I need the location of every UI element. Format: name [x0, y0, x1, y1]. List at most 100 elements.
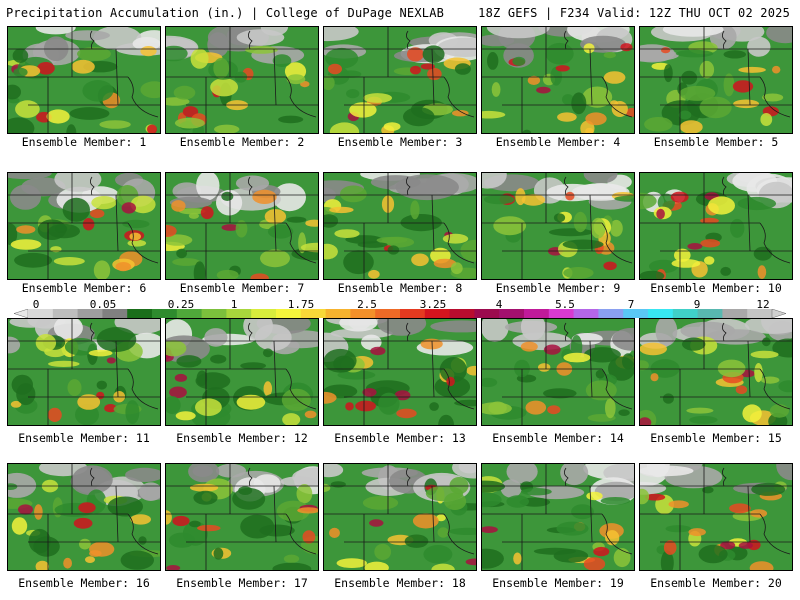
colorbar-swatch [697, 309, 723, 318]
header: Precipitation Accumulation (in.) | Colle… [0, 0, 800, 26]
colorbar-low-arrow [14, 309, 29, 318]
member-caption: Ensemble Member: 19 [492, 576, 624, 590]
colorbar-swatch [623, 309, 649, 318]
colorbar-swatch [127, 309, 153, 318]
colorbar-swatch [300, 309, 326, 318]
colorbar-swatch [28, 309, 54, 318]
member-caption: Ensemble Member: 12 [176, 431, 308, 445]
colorbar-swatch [176, 309, 202, 318]
ensemble-member-map [165, 463, 319, 571]
colorbar-swatch [548, 309, 574, 318]
member-caption: Ensemble Member: 4 [495, 135, 621, 149]
colorbar-swatch [598, 309, 624, 318]
precip-field [640, 173, 792, 279]
ensemble-member-map [165, 26, 319, 134]
colorbar-label: 7 [627, 298, 635, 311]
colorbar-label: 12 [756, 298, 770, 311]
ensemble-member-map [7, 172, 161, 280]
colorbar-label: 0 [32, 298, 40, 311]
precip-field [482, 27, 634, 133]
colorbar-swatch [52, 309, 78, 318]
precip-field [8, 464, 160, 570]
colorbar-label: 5.5 [555, 298, 575, 311]
precip-field [8, 27, 160, 133]
member-caption: Ensemble Member: 16 [18, 576, 150, 590]
colorbar-labels: 0 0.05 0.25 1 1.75 2.5 3.25 4 5.5 7 9 12 [0, 298, 800, 311]
colorbar-swatch [524, 309, 550, 318]
colorbar-label: 4 [495, 298, 503, 311]
colorbar-label: 2.5 [357, 298, 377, 311]
ensemble-member-map [7, 318, 161, 426]
member-caption: Ensemble Member: 9 [495, 281, 621, 295]
precip-field [482, 464, 634, 570]
ensemble-member-map [639, 463, 793, 571]
ensemble-member-map [481, 172, 635, 280]
precip-field [324, 319, 476, 425]
colorbar-swatch [424, 309, 450, 318]
colorbar-label: 1 [230, 298, 238, 311]
colorbar-swatch [152, 309, 178, 318]
ensemble-member-map [323, 172, 477, 280]
ensemble-member-map [7, 26, 161, 134]
member-caption: Ensemble Member: 6 [21, 281, 147, 295]
precip-field [640, 27, 792, 133]
member-caption: Ensemble Member: 17 [176, 576, 308, 590]
colorbar-swatch [201, 309, 227, 318]
colorbar-swatch [276, 309, 302, 318]
precip-field [166, 27, 318, 133]
run-valid-info: 18Z GEFS | F234 Valid: 12Z THU OCT 02 20… [478, 6, 790, 20]
ensemble-member-map [639, 318, 793, 426]
colorbar-swatch [449, 309, 475, 318]
ensemble-member-map [165, 318, 319, 426]
precip-field [324, 27, 476, 133]
colorbar-swatch [251, 309, 277, 318]
member-caption: Ensemble Member: 10 [650, 281, 782, 295]
member-caption: Ensemble Member: 20 [650, 576, 782, 590]
precip-field [482, 173, 634, 279]
colorbar-label: 1.75 [287, 298, 315, 311]
ensemble-member-map [639, 172, 793, 280]
member-caption: Ensemble Member: 11 [18, 431, 150, 445]
member-caption: Ensemble Member: 5 [653, 135, 779, 149]
precip-field [640, 319, 792, 425]
precip-field [166, 319, 318, 425]
colorbar-high-arrow [771, 309, 786, 318]
product-title: Precipitation Accumulation (in.) | Colle… [6, 6, 445, 20]
colorbar-swatch [573, 309, 599, 318]
precip-field [166, 173, 318, 279]
precip-field [8, 173, 160, 279]
member-caption: Ensemble Member: 3 [337, 135, 463, 149]
precip-field [324, 173, 476, 279]
colorbar-label: 0.05 [89, 298, 117, 311]
member-caption: Ensemble Member: 2 [179, 135, 305, 149]
colorbar-swatch [722, 309, 748, 318]
colorbar-swatch [226, 309, 252, 318]
ensemble-member-map [323, 463, 477, 571]
colorbar-swatch [325, 309, 351, 318]
ensemble-member-map [481, 463, 635, 571]
member-caption: Ensemble Member: 7 [179, 281, 305, 295]
precip-field [166, 464, 318, 570]
member-caption: Ensemble Member: 1 [21, 135, 147, 149]
precip-field [324, 464, 476, 570]
ensemble-member-map [323, 318, 477, 426]
ensemble-member-map [7, 463, 161, 571]
colorbar-swatch [499, 309, 525, 318]
ensemble-member-map [165, 172, 319, 280]
ensemble-member-map [481, 26, 635, 134]
colorbar-label: 9 [693, 298, 701, 311]
colorbar-swatch [400, 309, 426, 318]
colorbar-label: 3.25 [419, 298, 447, 311]
colorbar-swatch [672, 309, 698, 318]
colorbar-swatch [375, 309, 401, 318]
precip-field [8, 319, 160, 425]
member-caption: Ensemble Member: 18 [334, 576, 466, 590]
member-caption: Ensemble Member: 13 [334, 431, 466, 445]
colorbar-label: 0.25 [167, 298, 195, 311]
colorbar-swatch [350, 309, 376, 318]
precip-field [640, 464, 792, 570]
colorbar-swatch [747, 309, 773, 318]
colorbar-swatch [474, 309, 500, 318]
colorbar-swatch [102, 309, 128, 318]
member-caption: Ensemble Member: 15 [650, 431, 782, 445]
